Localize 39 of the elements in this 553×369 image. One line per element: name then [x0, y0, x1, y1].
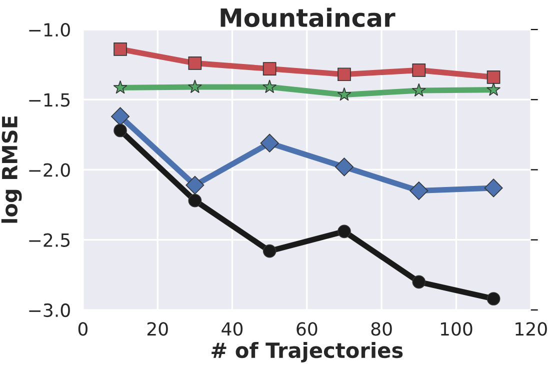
point: [262, 80, 277, 94]
point: [486, 70, 500, 84]
point: [334, 158, 354, 176]
point: [188, 80, 202, 94]
point: [486, 292, 500, 306]
x-tick-label: 20: [147, 322, 168, 336]
y-axis-title: log RMSE: [1, 116, 22, 223]
point: [114, 42, 127, 56]
x-tick-label: 0: [78, 322, 88, 336]
point: [262, 244, 276, 258]
point: [412, 275, 426, 289]
point: [188, 56, 202, 70]
point: [338, 68, 351, 82]
y-tick-label: −1.0: [29, 22, 70, 37]
point: [260, 134, 279, 152]
x-tick-label: 40: [222, 322, 243, 336]
point: [188, 194, 202, 208]
point: [412, 64, 426, 77]
chart-title: Mountaincar: [220, 8, 396, 28]
point: [412, 83, 426, 97]
x-tick-label: 60: [296, 322, 318, 336]
x-tick-label: 80: [371, 322, 392, 336]
point: [262, 62, 276, 76]
y-tick-label: −3.0: [29, 303, 70, 318]
point: [111, 107, 130, 126]
point: [114, 124, 127, 138]
x-tick-label: 100: [440, 322, 472, 336]
point: [337, 87, 352, 101]
y-tick-label: −2.5: [29, 233, 70, 247]
y-tick-label: −2.0: [29, 163, 70, 177]
y-tick-label: −1.5: [29, 93, 70, 107]
x-tick-label: 120: [516, 322, 547, 336]
point: [338, 224, 351, 238]
point: [484, 178, 503, 198]
point: [186, 176, 204, 194]
point: [410, 182, 428, 200]
x-axis-title: # of Trajectories: [212, 342, 403, 362]
point: [113, 80, 128, 94]
point: [486, 82, 501, 96]
